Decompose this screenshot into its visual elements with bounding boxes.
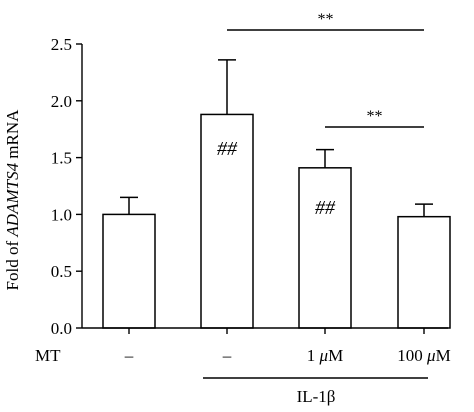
bar-annotation-3: ## xyxy=(315,197,336,219)
bars-layer xyxy=(102,113,451,329)
x-tick-label-1: – xyxy=(124,346,134,365)
bar-annotation-2: ## xyxy=(217,138,238,160)
significance-label-2: ** xyxy=(367,108,383,125)
bar-1 xyxy=(102,213,156,329)
significance-label-1: ** xyxy=(318,11,334,28)
y-tick-label-5: 2.5 xyxy=(51,35,72,54)
y-axis-label-suffix: mRNA xyxy=(3,109,22,163)
x-tick-label-2: – xyxy=(222,346,232,365)
y-tick-label-3: 1.5 xyxy=(51,149,72,168)
y-tick-label-1: 0.5 xyxy=(51,262,72,281)
bar-2 xyxy=(200,113,254,329)
bar-3 xyxy=(298,167,352,329)
y-axis-label: Fold of ADAMTS4 mRNA xyxy=(3,109,22,291)
x-tick-label-3: 1 μM xyxy=(307,346,343,365)
y-axis-label-prefix: Fold of xyxy=(3,237,22,291)
bar-4 xyxy=(397,215,451,329)
y-tick-label-2: 1.0 xyxy=(51,205,72,224)
x-tick-label-4: 100 μM xyxy=(397,346,450,365)
error-bars-layer xyxy=(120,59,433,217)
axes-layer: – – 1 μM 100 μM 0.0 0.5 1.0 1.5 2.0 2.5 xyxy=(51,35,451,365)
y-tick-label-0: 0.0 xyxy=(51,319,72,338)
y-tick-label-4: 2.0 xyxy=(51,92,72,111)
il1b-group-label: IL-1β xyxy=(297,387,336,406)
annotations-layer: ## ## ** ** xyxy=(217,11,424,219)
mt-row-label: MT xyxy=(35,346,61,365)
y-axis-label-gene: ADAMTS4 xyxy=(3,162,22,237)
